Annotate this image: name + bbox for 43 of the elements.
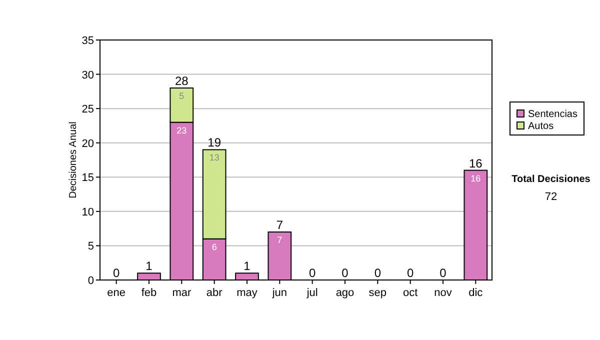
x-tick-label: may: [236, 287, 258, 299]
y-tick-label: 10: [82, 206, 94, 218]
x-tick-label: mar: [172, 287, 192, 299]
y-tick-label: 0: [88, 275, 94, 287]
y-tick-label: 35: [82, 35, 94, 47]
total-label: 0: [440, 266, 447, 280]
x-tick-label: nov: [434, 287, 452, 299]
x-tick-label: ene: [107, 287, 126, 299]
y-tick-label: 15: [82, 172, 94, 184]
y-axis-title: Decisiones Anual: [68, 122, 79, 198]
total-label: 19: [208, 136, 222, 150]
total-label: 0: [406, 266, 414, 280]
y-tick-label: 30: [82, 69, 94, 82]
y-tick-label: 20: [82, 138, 94, 150]
legend-label: Autos: [528, 121, 554, 132]
data-label: 13: [209, 152, 220, 163]
data-label: 6: [212, 242, 217, 252]
x-tick-label: jun: [271, 287, 288, 299]
x-tick-label: ago: [336, 287, 354, 299]
total-label: 0: [308, 266, 316, 280]
x-tick-label: feb: [141, 287, 157, 299]
total-label: 1: [244, 259, 251, 274]
x-tick-label: dic: [468, 287, 484, 299]
total-label: 1: [146, 259, 153, 274]
x-tick-label: jul: [306, 287, 318, 299]
y-tick-label: 25: [82, 104, 94, 116]
data-label: 23: [176, 125, 187, 136]
data-label: 5: [179, 91, 184, 101]
total-label: 28: [174, 74, 189, 88]
x-tick-label: abr: [206, 287, 223, 299]
total-label: 0: [374, 266, 382, 280]
y-tick-label: 5: [88, 240, 94, 253]
total-label: 16: [468, 156, 483, 170]
total-label: 0: [342, 266, 349, 280]
x-tick-label: oct: [402, 287, 418, 299]
x-tick-label: sep: [368, 287, 387, 299]
total-label: 7: [276, 218, 284, 232]
legend-label: Sentencias: [528, 109, 578, 120]
text: Total Decisiones: [512, 174, 591, 185]
text: 72: [544, 191, 558, 203]
data-label: 7: [277, 235, 282, 245]
total-label: 0: [112, 266, 120, 280]
data-label: 16: [470, 173, 481, 184]
